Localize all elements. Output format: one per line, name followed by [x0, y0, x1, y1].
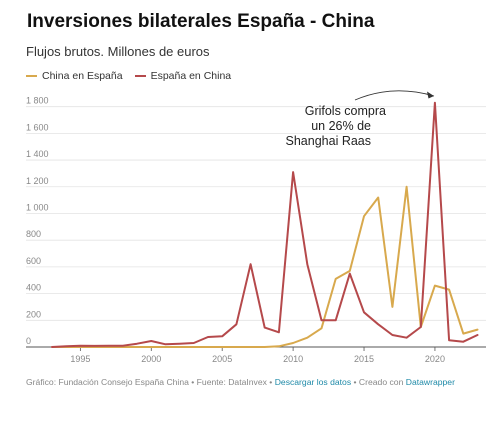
- x-tick-label: 2020: [425, 354, 445, 364]
- annotation-arrowhead: [427, 91, 434, 99]
- datawrapper-link[interactable]: Datawrapper: [405, 377, 455, 387]
- legend-label-china-en-espana: China en España: [42, 70, 123, 82]
- y-tick-label: 600: [26, 256, 41, 266]
- y-tick-label: 1 200: [26, 176, 49, 186]
- y-tick-label: 1 600: [26, 122, 49, 132]
- y-tick-labels: 0 200 400 600 800 1 000 1 200 1 400 1 600 1 800: [26, 96, 49, 346]
- annotation-line-3: Shanghai Raas: [286, 134, 371, 148]
- legend-item-espana-en-china: España en China: [134, 70, 232, 82]
- x-tick-labels: 1995 2000 2005 2010 2015 2020: [70, 354, 445, 364]
- y-tick-label: 200: [26, 309, 41, 319]
- annotation: Grifols compra un 26% de Shanghai Raas: [286, 90, 435, 148]
- y-tick-label: 1 000: [26, 202, 49, 212]
- footer-created-with: • Creado con: [351, 377, 406, 387]
- x-tick-label: 2015: [354, 354, 374, 364]
- footer: Gráfico: Fundación Consejo España China …: [26, 377, 455, 387]
- y-tick-label: 1 800: [26, 96, 49, 106]
- x-tick-label: 2000: [141, 354, 161, 364]
- y-tick-label: 1 400: [26, 149, 49, 159]
- y-tick-label: 800: [26, 229, 41, 239]
- annotation-arrow: [354, 90, 435, 101]
- y-tick-label: 0: [26, 336, 31, 346]
- series-line-espana-en-china: [51, 101, 479, 348]
- y-tick-label: 400: [26, 283, 41, 293]
- x-tick-label: 1995: [70, 354, 90, 364]
- chart-subtitle: Flujos brutos. Millones de euros: [26, 44, 210, 59]
- legend: China en España España en China: [26, 70, 231, 82]
- legend-swatch-espana-en-china: [134, 75, 146, 77]
- x-tick-label: 2005: [212, 354, 232, 364]
- download-data-link[interactable]: Descargar los datos: [274, 377, 352, 387]
- x-tick-label: 2010: [283, 354, 303, 364]
- legend-item-china-en-espana: China en España: [26, 70, 123, 82]
- annotation-line-2: un 26% de: [311, 119, 371, 133]
- legend-swatch-china-en-espana: [26, 75, 37, 77]
- annotation-line-1: Grifols compra: [305, 104, 386, 118]
- chart-title: Inversiones bilaterales España - China: [27, 11, 375, 32]
- series-line-china-en-espana: [51, 185, 479, 348]
- footer-source: Gráfico: Fundación Consejo España China …: [26, 377, 275, 387]
- grid-layer: [26, 106, 486, 351]
- series-layer: [51, 101, 479, 348]
- legend-label-espana-en-china: España en China: [150, 70, 232, 82]
